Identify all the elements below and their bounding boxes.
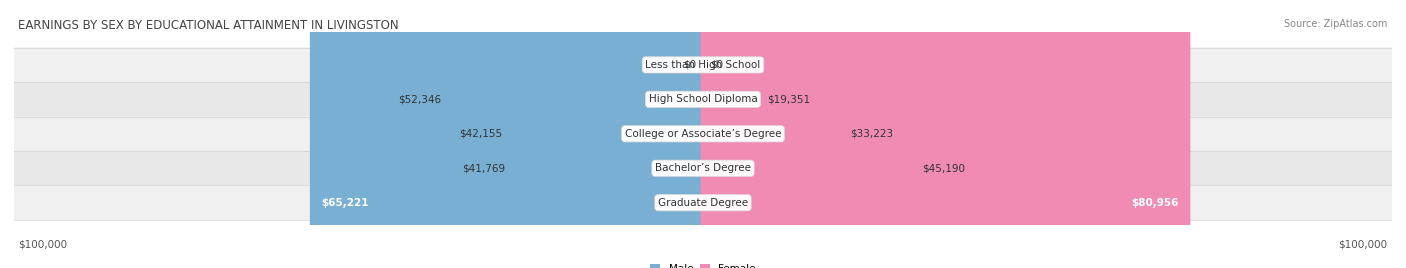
- Text: Graduate Degree: Graduate Degree: [658, 198, 748, 208]
- FancyBboxPatch shape: [14, 185, 1392, 220]
- Text: $42,155: $42,155: [460, 129, 502, 139]
- FancyBboxPatch shape: [309, 0, 706, 268]
- Text: $33,223: $33,223: [849, 129, 893, 139]
- Text: Source: ZipAtlas.com: Source: ZipAtlas.com: [1284, 19, 1388, 29]
- FancyBboxPatch shape: [14, 116, 1392, 151]
- Text: $52,346: $52,346: [398, 94, 441, 104]
- FancyBboxPatch shape: [14, 82, 1392, 117]
- FancyBboxPatch shape: [450, 0, 706, 268]
- FancyBboxPatch shape: [700, 0, 1191, 268]
- FancyBboxPatch shape: [14, 47, 1392, 83]
- Text: $65,221: $65,221: [321, 198, 368, 208]
- Text: High School Diploma: High School Diploma: [648, 94, 758, 104]
- Text: $80,956: $80,956: [1132, 198, 1180, 208]
- Text: Bachelor’s Degree: Bachelor’s Degree: [655, 163, 751, 173]
- Text: Less than High School: Less than High School: [645, 60, 761, 70]
- FancyBboxPatch shape: [700, 0, 976, 268]
- Text: $41,769: $41,769: [461, 163, 505, 173]
- FancyBboxPatch shape: [449, 0, 706, 268]
- Text: $100,000: $100,000: [1339, 239, 1388, 249]
- Text: EARNINGS BY SEX BY EDUCATIONAL ATTAINMENT IN LIVINGSTON: EARNINGS BY SEX BY EDUCATIONAL ATTAINMEN…: [18, 19, 399, 32]
- Text: $100,000: $100,000: [18, 239, 67, 249]
- FancyBboxPatch shape: [700, 0, 904, 268]
- FancyBboxPatch shape: [14, 151, 1392, 186]
- FancyBboxPatch shape: [700, 0, 821, 268]
- Text: $45,190: $45,190: [922, 163, 965, 173]
- Text: $19,351: $19,351: [766, 94, 810, 104]
- Text: College or Associate’s Degree: College or Associate’s Degree: [624, 129, 782, 139]
- FancyBboxPatch shape: [387, 0, 706, 268]
- Text: $0: $0: [710, 60, 723, 70]
- Legend: Male, Female: Male, Female: [650, 264, 756, 268]
- Text: $0: $0: [683, 60, 696, 70]
